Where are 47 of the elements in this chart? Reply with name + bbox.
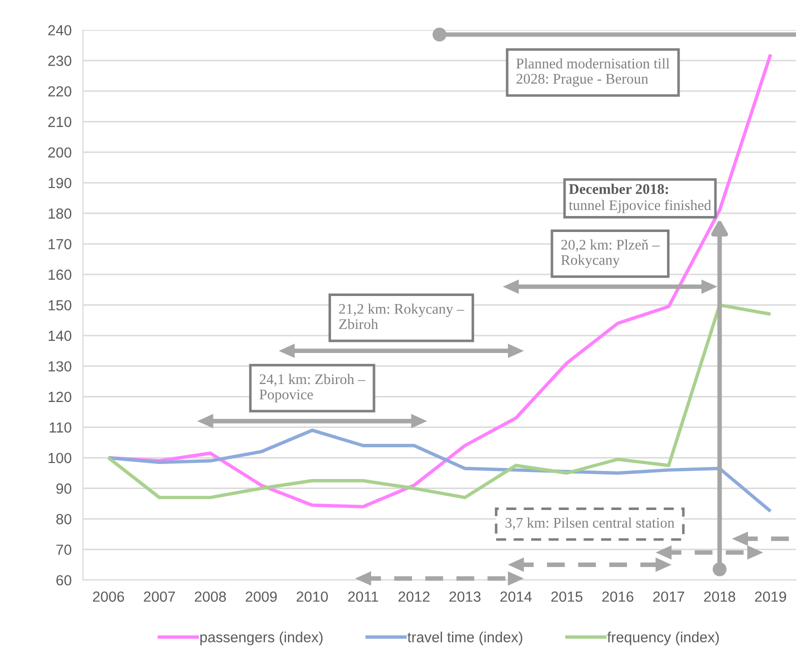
y-tick-label: 240 (48, 25, 72, 36)
series-label: 21,2 km: Rokycany – Zbiroh (339, 304, 464, 330)
point (712, 562, 727, 576)
x-tick-label: 2014 (500, 591, 532, 602)
x-tick-label: 2017 (653, 591, 684, 602)
point (432, 28, 446, 42)
y-tick-label: 150 (48, 300, 72, 310)
x-tick-label: 2010 (296, 591, 328, 602)
x-tick-label: 2013 (449, 591, 481, 602)
line-series (106, 428, 772, 513)
y-tick-label: 160 (48, 270, 72, 280)
text: 3,7 km: Pilsen central station (506, 517, 674, 530)
y-tick-label: 60 (56, 575, 72, 586)
series-label: Planned modernisation till 2028: Prague - Beroun (516, 58, 670, 87)
y-tick-label: 100 (48, 452, 72, 464)
line-series (106, 303, 772, 500)
y-tick-label: 140 (48, 330, 72, 341)
x-tick-label: 2019 (755, 591, 786, 602)
x-tick-label: 2016 (602, 591, 634, 602)
y-tick-label: 130 (48, 361, 72, 372)
x-tick-label: 2008 (194, 591, 226, 602)
point (732, 532, 748, 546)
legend-label: travel time (index) (408, 632, 522, 646)
y-tick-label: 70 (56, 544, 72, 555)
legend-label: frequency (index) (607, 632, 719, 646)
y-tick-label: 180 (48, 208, 72, 219)
x-tick-label: 2018 (704, 591, 736, 602)
x-tick-label: 2007 (144, 591, 175, 602)
ref-line-label: December 2018: tunnel Ejpovice finished (568, 184, 712, 214)
y-tick-label: 190 (48, 178, 72, 188)
y-tick-label: 170 (48, 238, 72, 250)
x-tick-label: 2006 (92, 591, 124, 602)
x-tick-label: 2011 (348, 591, 378, 602)
x-tick-label: 2012 (398, 591, 430, 602)
series-label: 24,1 km: Zbiroh – Popovice (260, 374, 366, 402)
y-tick-label: 110 (50, 422, 72, 433)
series-label: 20,2 km: Plzeň – Rokycany (561, 239, 660, 268)
y-tick-label: 230 (48, 56, 72, 66)
y-tick-label: 90 (56, 483, 72, 494)
y-tick-label: 80 (56, 514, 72, 524)
y-tick-label: 220 (48, 86, 72, 97)
y-tick-label: 200 (48, 147, 72, 158)
x-tick-label: 2009 (246, 591, 277, 602)
y-tick-label: 210 (48, 116, 72, 128)
x-tick-label: 2015 (551, 591, 582, 602)
legend-label: passengers (index) (200, 632, 323, 646)
y-tick-label: 120 (48, 392, 72, 402)
